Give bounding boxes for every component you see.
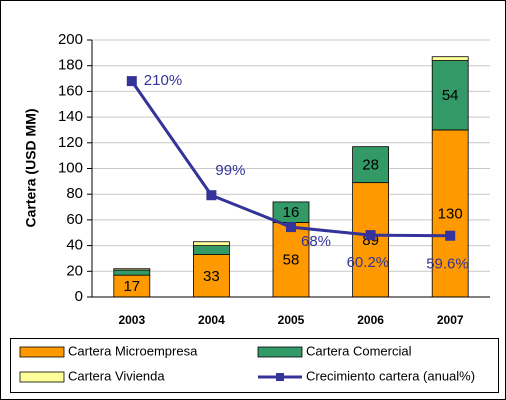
legend-label: Cartera Vivienda (68, 368, 165, 383)
y-tick-label: 120 (58, 134, 83, 151)
y-tick-label: 100 (58, 159, 83, 176)
data-label: 28 (362, 157, 379, 174)
legend-swatch (19, 371, 65, 383)
bar-segment (113, 268, 151, 271)
legend-label: Crecimiento cartera (anual%) (306, 368, 475, 383)
data-label: 16 (283, 204, 300, 221)
y-tick-label: 80 (66, 185, 83, 202)
y-tick-label: 20 (66, 262, 83, 279)
line-label: 99% (215, 162, 245, 179)
y-tick-label: 200 (58, 31, 83, 48)
y-tick-label: 0 (75, 288, 83, 305)
y-tick-label: 180 (58, 57, 83, 74)
line-marker (445, 230, 456, 241)
x-tick-label: 2005 (278, 313, 305, 327)
line-label: 60.2% (347, 254, 390, 271)
legend-swatch (19, 346, 65, 358)
y-tick-label: 160 (58, 82, 83, 99)
line-label: 68% (301, 233, 331, 250)
x-tick-label: 2003 (118, 313, 145, 327)
bar-segment (352, 146, 390, 184)
data-label: 54 (442, 87, 459, 104)
line-marker (126, 76, 137, 87)
x-tick-label: 2007 (437, 313, 464, 327)
bar-segment (431, 129, 469, 298)
line-label: 210% (144, 72, 182, 89)
bar-segment (113, 269, 151, 276)
bar-segment (192, 245, 230, 255)
y-tick-label: 60 (66, 211, 83, 228)
data-label: 33 (203, 268, 220, 285)
data-label: 17 (123, 278, 140, 295)
legend-box (10, 338, 499, 393)
y-tick-label: 40 (66, 237, 83, 254)
bar-segment (192, 241, 230, 246)
line-marker (365, 230, 376, 241)
data-label: 130 (438, 205, 463, 222)
y-tick-label: 140 (58, 108, 83, 125)
y-axis-title: Cartera (USD MM) (23, 108, 39, 227)
legend-marker (276, 373, 284, 381)
data-label: 58 (283, 252, 300, 269)
legend-label: Cartera Comercial (306, 343, 412, 358)
x-tick-label: 2004 (198, 313, 225, 327)
x-tick-label: 2006 (357, 313, 384, 327)
line-marker (206, 190, 217, 201)
legend-swatch (257, 346, 303, 358)
line-label: 59.6% (426, 256, 469, 273)
bar-segment (431, 56, 469, 61)
legend-label: Cartera Microempresa (68, 343, 198, 358)
bar-segment (272, 222, 310, 298)
line-marker (286, 222, 296, 233)
